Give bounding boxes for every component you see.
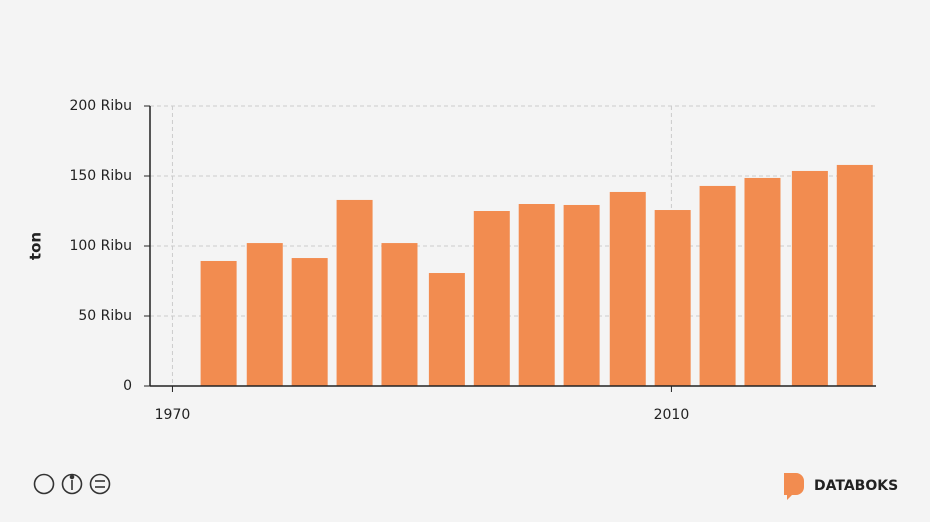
bar — [428, 273, 465, 386]
x-tick-label: 2010 — [654, 407, 690, 423]
y-tick-label: 150 Ribu — [69, 168, 132, 184]
bar — [518, 204, 555, 386]
brand: DATABOKS — [814, 478, 898, 494]
bar — [200, 260, 237, 386]
bar — [473, 211, 510, 386]
y-tick-label: 0 — [123, 378, 132, 394]
bar — [291, 258, 328, 386]
license-icons — [33, 473, 111, 495]
y-tick-label: 50 Ribu — [78, 308, 132, 324]
y-axis-label: ton — [27, 232, 45, 260]
bar — [381, 243, 418, 386]
bar — [609, 191, 646, 386]
x-tick-label: 1970 — [155, 407, 191, 423]
bar — [336, 199, 373, 386]
bar — [246, 243, 283, 386]
bar — [563, 204, 600, 386]
bar — [836, 164, 873, 386]
bar — [699, 185, 736, 386]
bar — [791, 170, 828, 386]
y-tick-label: 200 Ribu — [69, 98, 132, 114]
brand-logo — [784, 473, 804, 500]
bar — [744, 177, 781, 386]
bar — [654, 210, 691, 386]
y-tick-label: 100 Ribu — [69, 238, 132, 254]
